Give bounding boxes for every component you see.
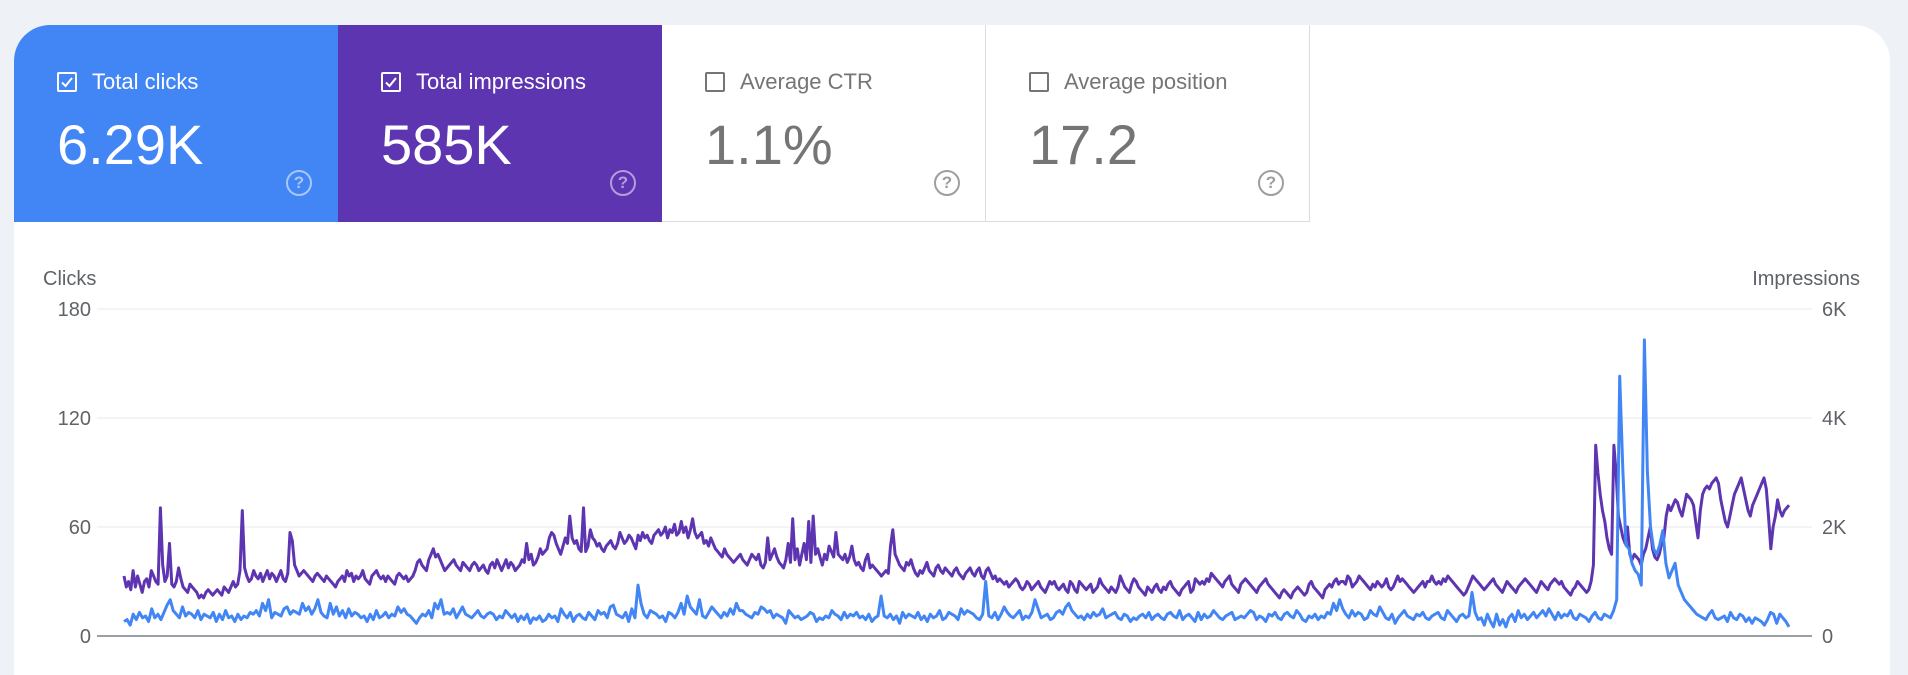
help-circle-icon[interactable]: ? [1258,170,1284,196]
metric-label: Average position [1064,69,1228,94]
metric-label: Total clicks [92,69,199,94]
left-axis-title: Clicks [43,268,96,290]
left-axis-ticks: 180 120 60 0 [58,299,91,648]
checkbox-icon[interactable] [1029,72,1049,92]
left-tick-label: 120 [58,408,91,430]
checkbox-icon[interactable] [381,72,401,92]
metric-card-average-ctr[interactable]: Average CTR 1.1% ? [662,25,986,222]
metric-card-total-clicks[interactable]: Total clicks 6.29K ? [14,25,338,222]
right-tick-label: 0 [1822,626,1833,648]
metric-label: Total impressions [416,69,586,94]
performance-panel: Total clicks 6.29K ? Total impressions 5… [14,25,1890,675]
metric-label: Average CTR [740,69,873,94]
help-circle-icon[interactable]: ? [610,170,636,196]
metric-value: 6.29K [57,113,204,176]
metric-value: 17.2 [1029,113,1138,176]
checkbox-icon[interactable] [705,72,725,92]
right-tick-label: 6K [1822,299,1847,321]
metric-card-average-position[interactable]: Average position 17.2 ? [986,25,1310,222]
right-axis-ticks: 6K 4K 2K 0 [1822,299,1847,648]
metric-value: 585K [381,113,512,176]
help-circle-icon[interactable]: ? [286,170,312,196]
performance-chart: 180 120 60 0 6K 4K 2K 0 Clicks Impressions [43,268,1860,648]
series-line-total-clicks [123,338,1791,629]
right-tick-label: 2K [1822,517,1847,539]
chart-grid [97,308,1812,637]
right-tick-label: 4K [1822,408,1847,430]
left-tick-label: 60 [69,517,91,539]
metric-card-total-impressions[interactable]: Total impressions 585K ? [338,25,662,222]
right-axis-title: Impressions [1752,268,1860,290]
chart-series [122,338,1791,629]
left-tick-label: 0 [80,626,91,648]
metric-value: 1.1% [705,113,833,176]
series-line-total-impressions [122,443,1791,600]
help-circle-icon[interactable]: ? [934,170,960,196]
checkbox-icon[interactable] [57,72,77,92]
left-tick-label: 180 [58,299,91,321]
